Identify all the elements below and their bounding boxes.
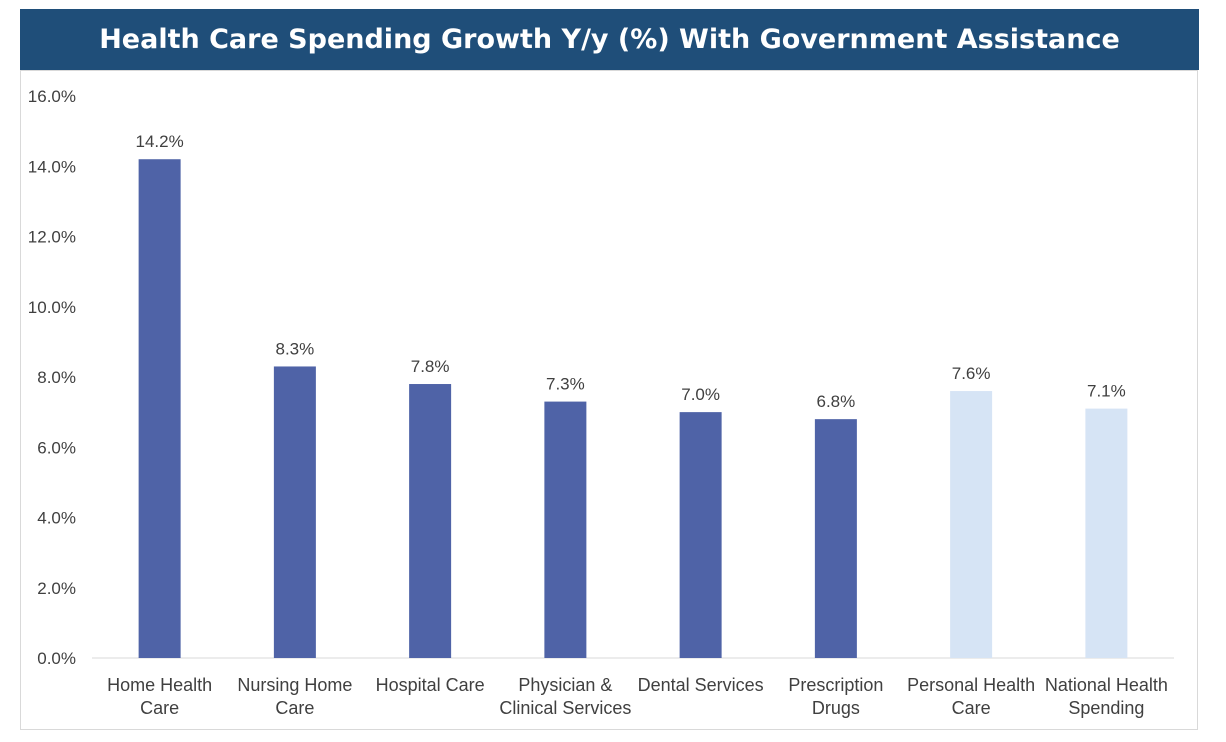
data-label: 7.1% (1087, 382, 1126, 401)
bar (814, 419, 857, 658)
bars (138, 159, 1128, 658)
chart-title: Health Care Spending Growth Y/y (%) With… (20, 9, 1199, 70)
category-labels: Home Health Care Nursing Home Care Hospital … (107, 675, 1168, 718)
data-label: 6.8% (817, 392, 856, 411)
category-label: Spending (1068, 698, 1144, 718)
data-label: 8.3% (276, 339, 315, 358)
y-tick-label: 6.0% (37, 438, 76, 457)
plot-frame (20, 70, 1198, 730)
y-tick-label: 8.0% (37, 368, 76, 387)
data-label: 7.0% (681, 385, 720, 404)
bar (273, 366, 316, 658)
bar (409, 384, 452, 658)
y-tick-label: 4.0% (37, 509, 76, 528)
bar (950, 391, 993, 658)
category-label: Care (140, 698, 179, 718)
category-label: Prescription (788, 675, 883, 695)
y-tick-label: 14.0% (28, 157, 76, 176)
category-label: Physician & (518, 675, 612, 695)
y-tick-label: 16.0% (28, 87, 76, 106)
category-label: Drugs (812, 698, 860, 718)
category-label: Clinical Services (499, 698, 631, 718)
category-label: Home Health (107, 675, 212, 695)
category-label: Hospital Care (376, 675, 485, 695)
bar (1085, 408, 1128, 658)
data-label: 7.6% (952, 364, 991, 383)
data-label: 14.2% (136, 132, 184, 151)
bar (679, 412, 722, 658)
category-label: Care (952, 698, 991, 718)
data-label: 7.3% (546, 375, 585, 394)
y-axis-ticks: 0.0% 2.0% 4.0% 6.0% 8.0% 10.0% 12.0% 14.0% 16.0% (28, 87, 76, 668)
bar (544, 401, 587, 658)
y-tick-label: 10.0% (28, 298, 76, 317)
category-label: Nursing Home (237, 675, 352, 695)
category-label: Dental Services (638, 675, 764, 695)
category-label: Personal Health (907, 675, 1035, 695)
bar (138, 159, 181, 658)
category-label: National Health (1045, 675, 1168, 695)
data-labels: 14.2% 8.3% 7.8% 7.3% 7.0% 6.8% 7.6% 7.1% (136, 132, 1126, 411)
y-tick-label: 2.0% (37, 579, 76, 598)
data-label: 7.8% (411, 357, 450, 376)
y-tick-label: 0.0% (37, 649, 76, 668)
y-tick-label: 12.0% (28, 228, 76, 247)
category-label: Care (275, 698, 314, 718)
